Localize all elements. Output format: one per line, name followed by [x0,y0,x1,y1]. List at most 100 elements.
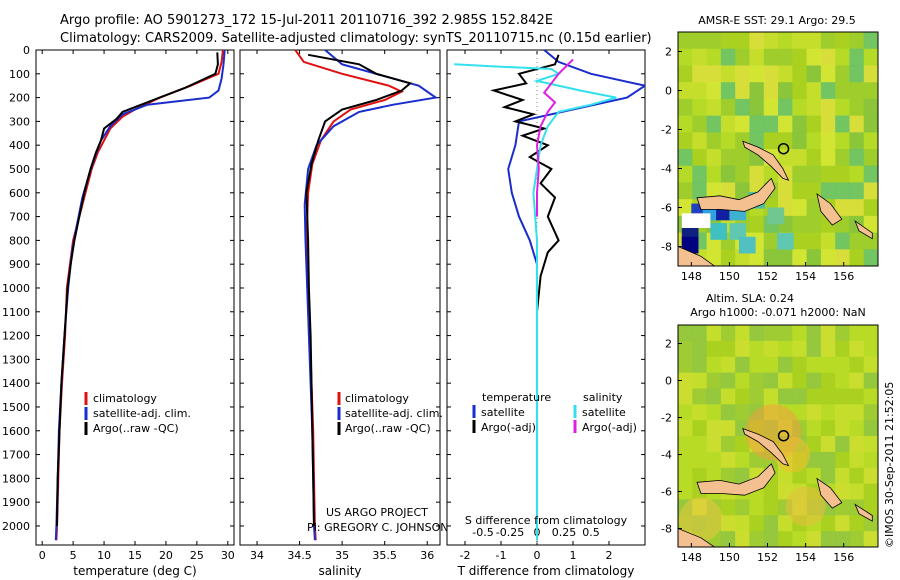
map-cell [778,65,793,83]
map-cell [778,115,793,133]
map-y-tick-label: 0 [665,375,672,388]
map-cell [678,165,693,183]
map-cell [835,531,850,547]
difference-panel-frame [446,49,646,546]
x2-tick-label: -0.25 [496,526,524,539]
map-cell [735,436,750,453]
map-cell [749,499,765,516]
series-line-temperature-satellite [507,50,645,541]
map-cell [729,223,747,240]
map-cell [863,356,878,374]
x-tick-label: 15 [128,549,142,562]
map-cell [806,325,822,342]
map-cell [678,98,693,117]
map-cell [706,149,722,167]
map-cell [678,115,693,133]
map-cell [749,388,765,405]
argo-position-marker [777,142,790,155]
map-cell [849,98,865,117]
map-cell [849,515,865,532]
map-cell [749,531,765,547]
x-tick-label: 0 [534,549,541,562]
map-cell [806,404,822,421]
map-cell [735,48,750,66]
map-cell [792,98,808,117]
map-cell [706,325,722,342]
map-cell [792,215,808,234]
legend-salinity-title: salinity [583,391,623,404]
map-cell [820,325,836,342]
map-cell [735,149,750,167]
map-cell [863,82,878,100]
map-cell [820,420,836,437]
t-difference-axis-label: T difference from climatology [457,564,635,578]
x2-tick-label: -0.5 [472,526,493,539]
map-cell [735,115,750,133]
x2-tick-label: 0.5 [582,526,600,539]
map-cell [863,199,878,217]
map-cell [820,356,836,374]
map-cell [820,65,836,83]
series-line-temperature-argo-adj- [490,54,560,526]
map-cell [820,115,836,133]
map-cell [863,483,878,500]
map-cell [820,48,836,66]
map-cell [763,531,779,547]
map-cell [763,249,779,266]
map-cell [849,182,865,200]
map-cell [806,436,822,453]
map-cell [849,132,865,150]
map-cell [692,149,708,167]
map-cell [835,249,850,266]
map-cell [749,98,765,117]
map-cell [835,451,850,469]
map-cell [720,98,736,117]
y-tick-label: 1000 [2,282,30,295]
x-tick-label: 20 [159,549,173,562]
map-cell [863,436,878,453]
y-tick-label: 800 [9,234,30,247]
y-tick-label: 1400 [2,377,30,390]
difference-panel: -2 -1 0 1 2-0.5 -0.25 0 0.25 0.5 [447,49,645,562]
map-cell [710,223,728,240]
map-cell [763,32,779,50]
map-cell [849,483,865,500]
map-cell [863,32,878,50]
map-cell [806,199,822,217]
map-cell [806,48,822,66]
map-cell [692,436,708,453]
map-cell [806,451,822,469]
land-mass [742,427,790,467]
map-cell [849,325,865,342]
y-tick-label: 1200 [2,330,30,343]
map-cell [778,32,793,50]
map-cell [692,420,708,437]
map-cell [806,420,822,437]
y-tick-label: 1800 [2,472,30,485]
series-line-climatology [55,50,224,541]
map-cell [678,132,693,150]
map-gap [681,213,711,228]
x-tick-label: 35 [335,549,349,562]
map-cell [820,467,836,485]
map-cell [835,340,850,358]
map-cell [735,182,750,200]
map-cell [692,356,708,374]
pi-credit: PI: GREGORY C. JOHNSON [307,521,448,534]
x-tick-label: 0 [39,549,46,562]
map-cell [720,65,736,83]
map-cell [763,483,779,500]
x-tick-label: 25 [190,549,204,562]
map-cell [720,436,736,453]
map-cell [720,372,736,389]
sst-map-title: AMSR-E SST: 29.1 Argo: 29.5 [698,14,856,27]
map-cell [835,467,850,485]
y-tick-label: 100 [9,68,30,81]
map-frame [677,324,879,548]
s-difference-axis-label: S difference from climatology [465,514,628,527]
map-cell [720,165,736,183]
map-cell [763,325,779,342]
y-tick-label: 1700 [2,449,30,462]
series-line-satellite-adj-clim- [54,50,226,541]
map-cell [678,467,693,485]
